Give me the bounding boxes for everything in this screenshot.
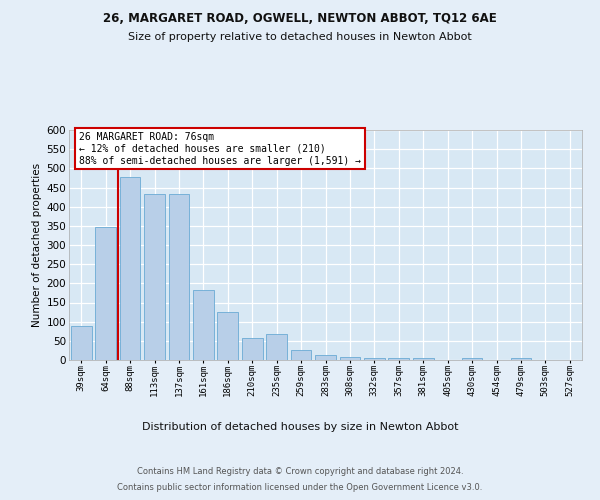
Bar [217,312,238,360]
Text: Contains HM Land Registry data © Crown copyright and database right 2024.: Contains HM Land Registry data © Crown c… [137,468,463,476]
Bar [95,227,116,360]
Text: Distribution of detached houses by size in Newton Abbot: Distribution of detached houses by size … [142,422,458,432]
Bar [266,334,287,360]
Bar [315,355,336,360]
Bar [461,358,482,360]
Bar [71,326,92,360]
Bar [119,177,140,360]
Bar [169,194,190,360]
Bar [511,358,532,360]
Bar [193,290,214,360]
Y-axis label: Number of detached properties: Number of detached properties [32,163,43,327]
Text: Contains public sector information licensed under the Open Government Licence v3: Contains public sector information licen… [118,482,482,492]
Bar [290,350,311,360]
Text: 26 MARGARET ROAD: 76sqm
← 12% of detached houses are smaller (210)
88% of semi-d: 26 MARGARET ROAD: 76sqm ← 12% of detache… [79,132,361,166]
Bar [364,358,385,360]
Bar [242,338,263,360]
Text: 26, MARGARET ROAD, OGWELL, NEWTON ABBOT, TQ12 6AE: 26, MARGARET ROAD, OGWELL, NEWTON ABBOT,… [103,12,497,26]
Bar [144,194,165,360]
Bar [340,356,361,360]
Bar [388,358,409,360]
Text: Size of property relative to detached houses in Newton Abbot: Size of property relative to detached ho… [128,32,472,42]
Bar [413,358,434,360]
